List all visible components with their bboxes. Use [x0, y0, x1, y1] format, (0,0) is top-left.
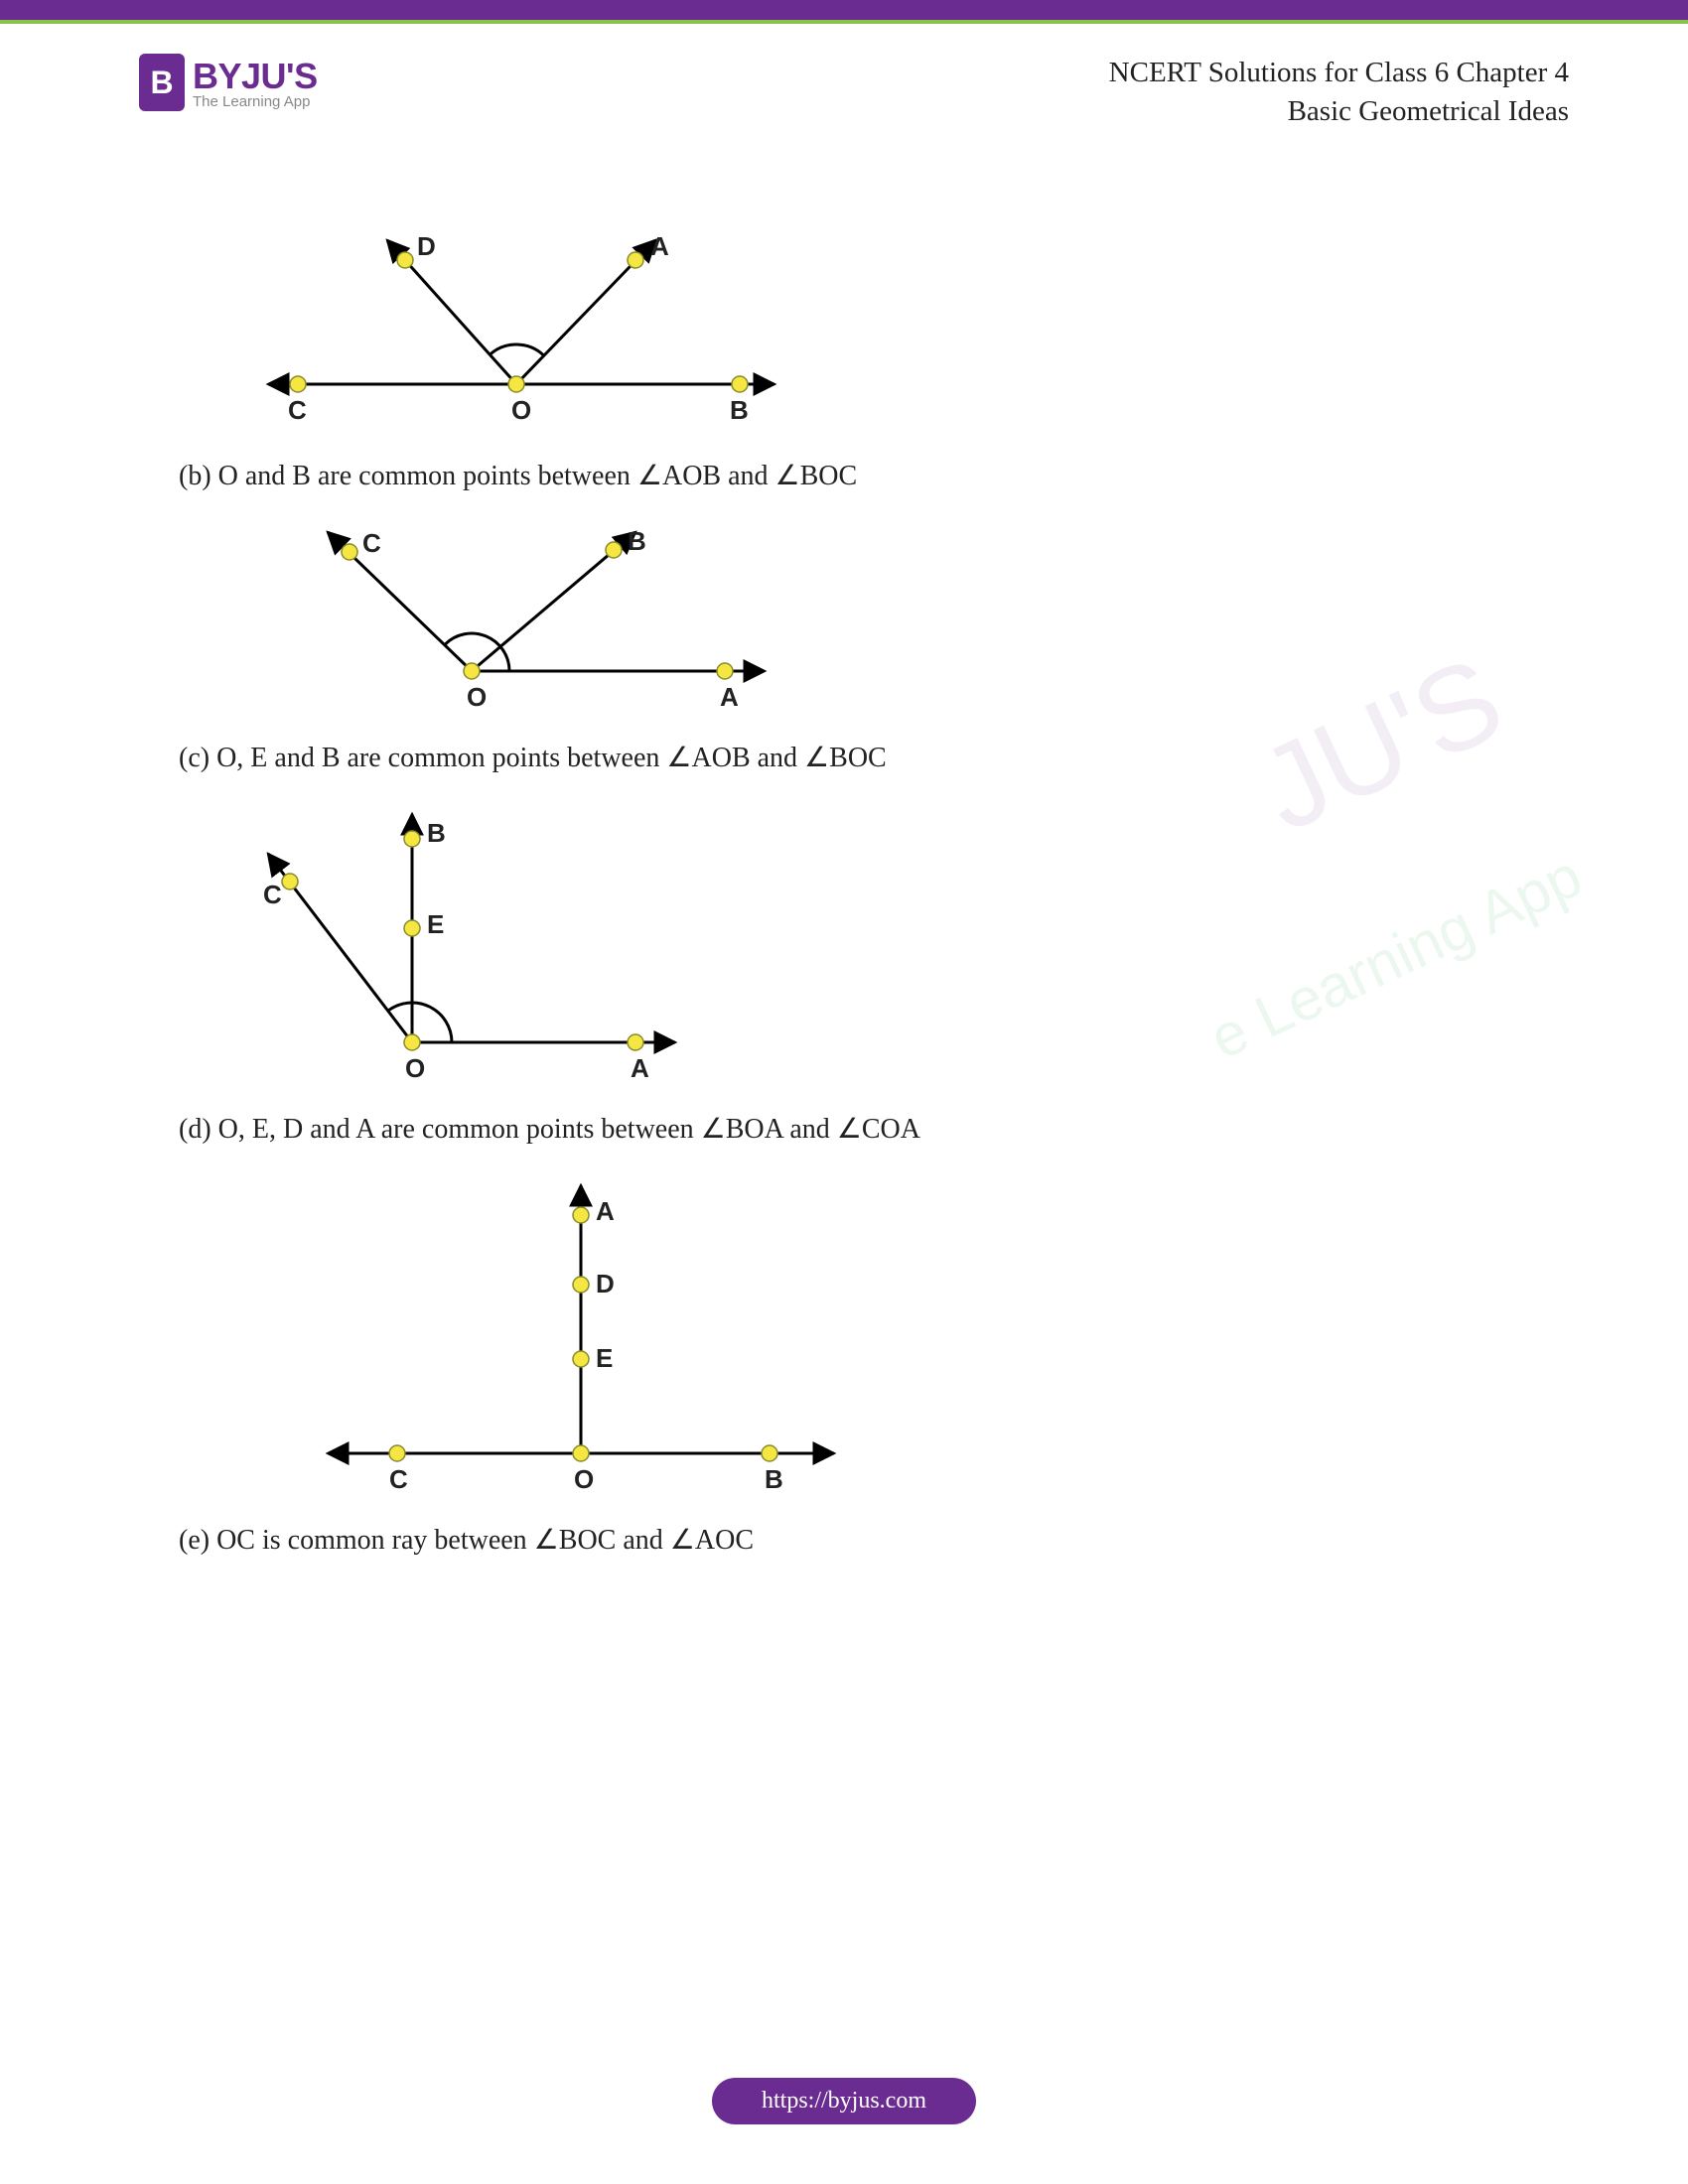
- content-area: O C B D A (b) O and B are common points betw…: [0, 151, 1688, 1611]
- title-line-2: Basic Geometrical Ideas: [1109, 92, 1569, 131]
- question-e: (e) OC is common ray between ∠BOC and ∠A…: [179, 1523, 1509, 1557]
- svg-text:O: O: [405, 1053, 425, 1082]
- title-line-1: NCERT Solutions for Class 6 Chapter 4: [1109, 54, 1569, 92]
- svg-text:B: B: [427, 818, 446, 848]
- logo-letter: B: [150, 65, 173, 101]
- svg-text:D: D: [417, 231, 436, 261]
- svg-text:A: A: [596, 1196, 615, 1226]
- page-title: NCERT Solutions for Class 6 Chapter 4 Ba…: [1109, 54, 1569, 131]
- svg-text:A: A: [720, 682, 739, 711]
- top-bar: [0, 0, 1688, 24]
- svg-text:E: E: [596, 1343, 613, 1373]
- logo-sub-text: The Learning App: [193, 93, 318, 110]
- svg-text:O: O: [511, 395, 531, 425]
- svg-text:O: O: [467, 682, 487, 711]
- diagram-d-svg: O C B A D E: [298, 1165, 854, 1493]
- svg-text:C: C: [389, 1464, 408, 1493]
- page-header: B BYJU'S The Learning App NCERT Solution…: [0, 24, 1688, 151]
- svg-text:E: E: [427, 909, 444, 939]
- diagram-a: O C B D A: [238, 210, 1509, 429]
- question-c: (c) O, E and B are common points between…: [179, 741, 1509, 774]
- question-b: (b) O and B are common points between ∠A…: [179, 459, 1509, 492]
- diagram-b-svg: O A C B: [238, 512, 794, 711]
- logo-icon: B: [139, 54, 185, 111]
- question-d: (d) O, E, D and A are common points betw…: [179, 1112, 1509, 1146]
- svg-text:O: O: [574, 1464, 594, 1493]
- svg-text:D: D: [596, 1269, 615, 1298]
- svg-text:B: B: [730, 395, 749, 425]
- svg-text:C: C: [263, 880, 282, 909]
- diagram-b: O A C B: [238, 512, 1509, 711]
- diagram-a-svg: O C B D A: [238, 210, 794, 429]
- logo: B BYJU'S The Learning App: [139, 54, 318, 111]
- svg-text:B: B: [765, 1464, 783, 1493]
- diagram-c-svg: O A B E C: [238, 794, 695, 1082]
- svg-text:A: A: [631, 1053, 649, 1082]
- diagram-c: O A B E C: [238, 794, 1509, 1082]
- footer-url: https://byjus.com: [712, 2078, 976, 2124]
- logo-text-block: BYJU'S The Learning App: [193, 56, 318, 110]
- diagram-d: O C B A D E: [298, 1165, 1509, 1493]
- svg-text:C: C: [288, 395, 307, 425]
- svg-text:C: C: [362, 528, 381, 558]
- svg-text:A: A: [650, 231, 669, 261]
- logo-main-text: BYJU'S: [193, 56, 318, 97]
- footer: https://byjus.com: [712, 2078, 976, 2124]
- svg-text:B: B: [628, 526, 646, 556]
